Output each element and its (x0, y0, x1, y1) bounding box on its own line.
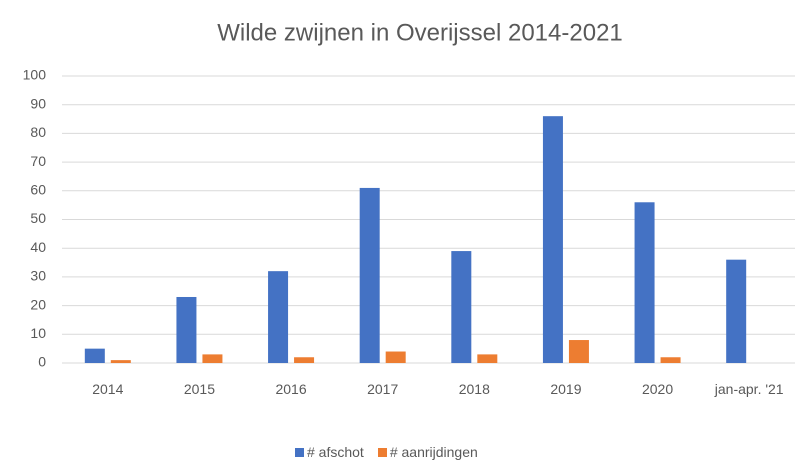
legend-swatch (295, 447, 304, 457)
x-tick-label: 2018 (458, 381, 490, 397)
bar (634, 202, 655, 363)
bar (84, 348, 105, 363)
bar (542, 116, 563, 364)
y-tick-label: 30 (30, 268, 46, 284)
x-tick-label: 2014 (92, 381, 124, 397)
y-tick-label: 100 (23, 67, 47, 83)
bar (176, 296, 197, 363)
bar (451, 251, 472, 363)
legend-item: # afschot (295, 444, 364, 460)
chart-title: Wilde zwijnen in Overijssel 2014-2021 (217, 19, 623, 46)
x-tick-label: 2017 (367, 381, 399, 397)
x-tick-label: jan-apr. '21 (714, 381, 784, 397)
bar (202, 354, 223, 363)
bar (726, 259, 747, 363)
bar (110, 360, 131, 363)
x-tick-label: 2020 (641, 381, 674, 397)
legend-label: # afschot (307, 444, 364, 460)
bar (268, 271, 289, 363)
bar (568, 340, 589, 363)
legend-swatch (377, 447, 387, 457)
bar (660, 357, 681, 363)
y-tick-label: 0 (38, 354, 46, 370)
y-tick-label: 60 (30, 182, 46, 198)
x-tick-label: 2015 (183, 381, 216, 397)
y-tick-label: 80 (30, 124, 46, 140)
y-tick-label: 70 (30, 153, 46, 169)
x-tick-label: 2019 (550, 381, 582, 397)
y-tick-label: 40 (30, 239, 46, 255)
y-tick-label: 90 (30, 95, 46, 111)
bar (359, 187, 380, 363)
y-tick-label: 20 (30, 296, 46, 312)
bar (294, 357, 315, 363)
legend-item: # aanrijdingen (377, 444, 478, 460)
legend-label: # aanrijdingen (389, 444, 478, 460)
y-tick-label: 50 (30, 210, 46, 226)
bar (477, 354, 498, 363)
x-tick-label: 2016 (275, 381, 307, 397)
y-tick-label: 10 (30, 325, 46, 341)
bar (385, 351, 406, 363)
